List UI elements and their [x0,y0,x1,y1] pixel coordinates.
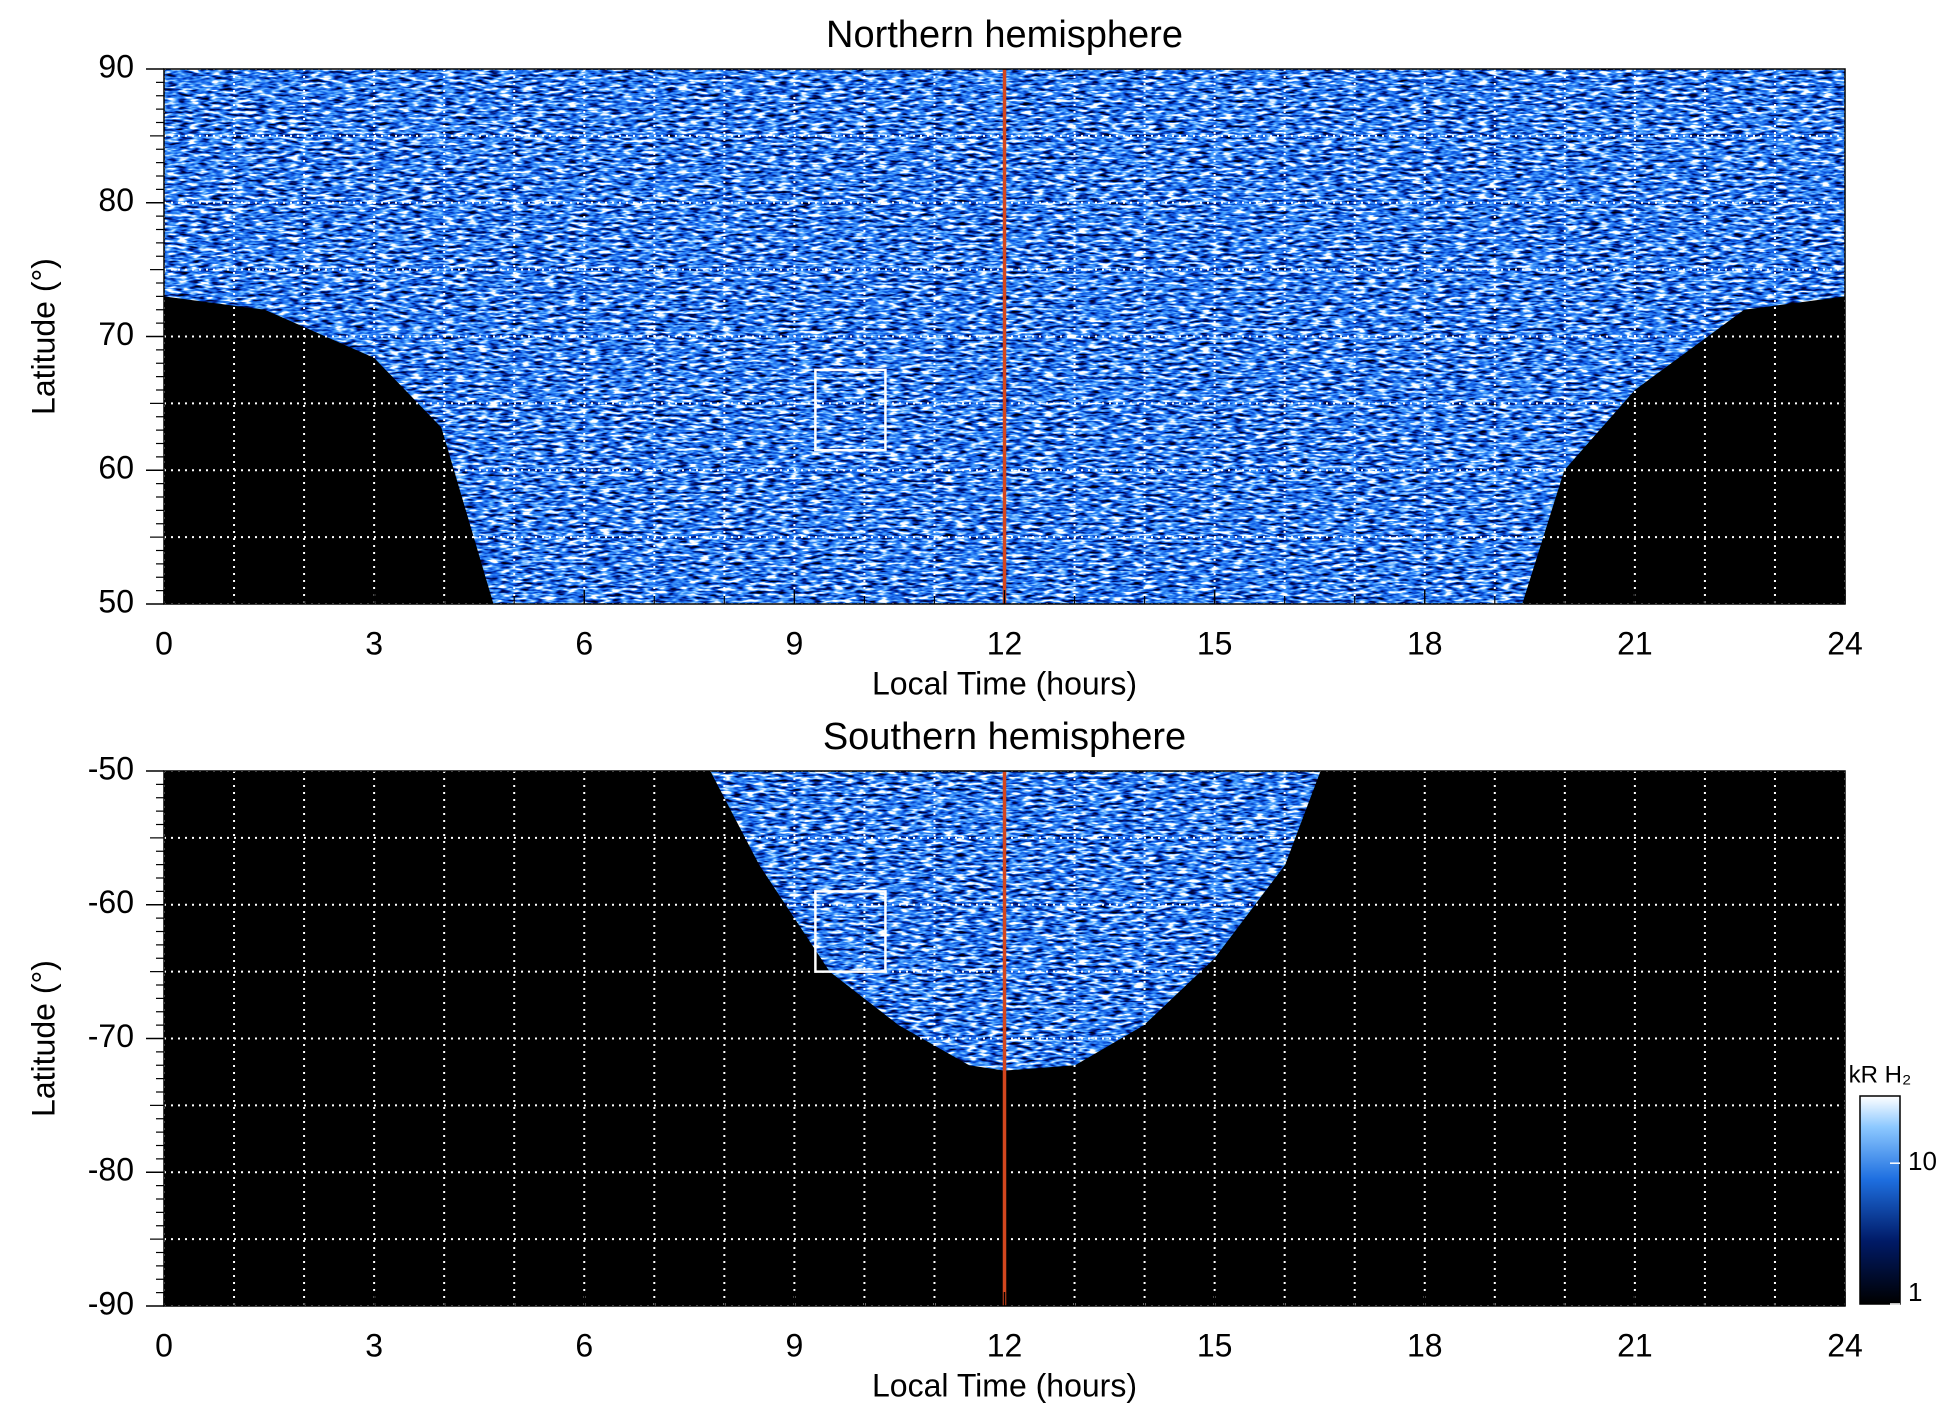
x-tick-label: 12 [987,625,1023,661]
x-tick-label: 12 [987,1327,1023,1363]
y-tick-label: 70 [98,316,134,352]
highlight-box [814,368,887,452]
x-tick-label: 0 [155,625,173,661]
x-tick-label: 0 [155,1327,173,1363]
x-axis-label: Local Time (hours) [872,665,1137,701]
x-tick-label: 24 [1827,625,1863,661]
x-tick-label: 6 [575,625,593,661]
colorbar-tick-label: 1 [1908,1277,1922,1307]
panel-title: Northern hemisphere [826,14,1183,56]
y-tick-label: -70 [88,1018,134,1054]
x-tick-label: 9 [785,625,803,661]
x-tick-label: 15 [1197,625,1233,661]
y-axis-label: Latitude (°) [25,960,61,1117]
y-tick-label: 60 [98,450,134,486]
colorbar [1859,1095,1901,1305]
x-tick-label: 18 [1407,1327,1443,1363]
x-tick-label: 15 [1197,1327,1233,1363]
x-tick-label: 18 [1407,625,1443,661]
y-tick-label: -90 [88,1285,134,1321]
y-tick-label: 80 [98,182,134,218]
y-tick-label: -80 [88,1152,134,1188]
x-tick-label: 9 [785,1327,803,1363]
x-tick-label: 6 [575,1327,593,1363]
x-tick-label: 21 [1617,625,1653,661]
colorbar-label: kR H₂ [1849,1061,1912,1088]
x-tick-label: 3 [365,625,383,661]
x-tick-label: 24 [1827,1327,1863,1363]
x-axis-label: Local Time (hours) [872,1367,1137,1403]
y-axis-label: Latitude (°) [25,258,61,415]
y-tick-label: 90 [98,48,134,84]
colorbar-tick-label: 10 [1908,1146,1937,1176]
y-tick-label: -60 [88,884,134,920]
x-tick-label: 21 [1617,1327,1653,1363]
x-tick-label: 3 [365,1327,383,1363]
y-tick-label: 50 [98,583,134,619]
panel-title: Southern hemisphere [823,716,1186,758]
highlight-box [814,890,887,973]
y-tick-label: -50 [88,750,134,786]
